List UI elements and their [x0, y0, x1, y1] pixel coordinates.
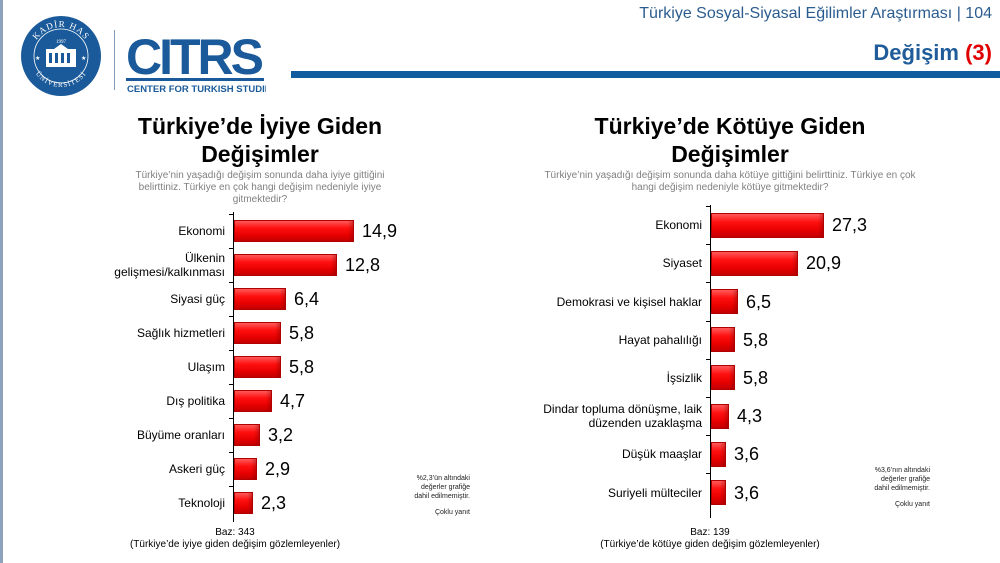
right-chart-bar	[711, 289, 738, 314]
left-chart-category-label: Askeri güç	[168, 462, 225, 476]
right-chart-value-label: 5,8	[743, 367, 769, 388]
left-chart-axis-tick	[229, 350, 233, 351]
left-chart-base: Baz: 343 (Türkiye’de iyiye giden değişim…	[129, 527, 341, 550]
slide-left-border	[0, 0, 3, 563]
svg-text:CITRS: CITRS	[126, 29, 263, 85]
right-chart-multi-response: Çoklu yanıt	[894, 501, 930, 508]
left-chart-value-label: 4,7	[280, 391, 306, 411]
right-chart-title-line2: Değişimler	[671, 141, 789, 167]
right-chart-value-label: 3,6	[734, 444, 760, 465]
right-chart-axis-tick	[706, 244, 710, 246]
right-chart-title: Türkiye’de Kötüye Giden Değişimler	[545, 112, 915, 168]
right-chart-value-label: 20,9	[806, 253, 842, 274]
left-chart-category-label: Ülkenin gelişmesi/kalkınması	[114, 251, 225, 279]
right-chart-bar	[711, 365, 735, 391]
right-chart-value-label: 27,3	[832, 215, 868, 236]
right-chart-value-label: 5,8	[743, 329, 769, 350]
right-chart-value-label: 3,6	[734, 482, 760, 503]
header-rule	[291, 71, 1000, 78]
citrs-logo: CITRS CENTER FOR TURKISH STUDIES	[126, 29, 266, 95]
right-chart-axis	[710, 205, 711, 518]
left-chart-axis-tick	[229, 452, 233, 453]
left-chart-axis	[233, 212, 234, 522]
left-chart-multi-response: Çoklu yanıt	[434, 509, 470, 516]
left-chart-title-line1: Türkiye’de İyiye Giden	[137, 113, 383, 139]
left-chart-bar	[234, 356, 281, 378]
section-title: Değişim (3)	[873, 40, 992, 66]
left-chart-bar	[234, 288, 286, 310]
right-chart-category-label: Dindar topluma dönüşme, laik düzenden uz…	[543, 402, 702, 431]
right-chart-category-label: Düşük maaşlar	[621, 447, 702, 462]
left-chart-value-label: 5,8	[289, 357, 315, 377]
left-chart-title-line2: Değişimler	[201, 141, 319, 167]
left-chart-axis-tick	[229, 384, 233, 385]
left-chart-bar	[234, 254, 337, 276]
report-title: Türkiye Sosyal-Siyasal Eğilimler Araştır…	[639, 5, 992, 22]
left-chart-axis-tick	[229, 282, 233, 283]
right-chart-category-label: Suriyeli mülteciler	[607, 485, 702, 500]
right-chart-axis-tick	[706, 358, 710, 360]
right-chart-axis-tick	[706, 473, 710, 475]
right-chart-axis-tick	[706, 320, 710, 322]
left-chart-exclusion-note: %2,3’ün altındaki değerler grafiğe dahil…	[340, 474, 470, 517]
kadir-has-university-seal-logo: KADİR HAS ÜNİVERSİTESİ 1997 ★ ★	[21, 16, 101, 96]
left-chart-axis-tick	[229, 418, 233, 419]
svg-text:★: ★	[81, 55, 86, 62]
right-chart-axis-tick	[706, 206, 710, 207]
right-chart-bar	[711, 480, 726, 505]
right-chart-category-label: Siyaset	[662, 256, 702, 271]
right-chart-bar	[711, 250, 798, 276]
right-chart-axis-tick	[706, 282, 710, 284]
left-chart-bar	[234, 322, 281, 344]
left-chart-value-label: 3,2	[268, 425, 294, 445]
left-chart-category-label: Ulaşım	[187, 360, 225, 374]
right-chart-bar	[711, 441, 726, 467]
right-chart-subtitle: Türkiye’nin yaşadığı değişim sonunda dah…	[544, 170, 916, 193]
right-chart-axis-tick	[706, 435, 710, 437]
right-chart-category-label: Hayat pahalılığı	[618, 332, 702, 347]
right-chart-value-label: 6,5	[746, 291, 772, 312]
left-chart-category-label: Ekonomi	[178, 224, 225, 238]
svg-text:★: ★	[35, 55, 40, 62]
left-chart-bar	[234, 220, 354, 242]
left-chart-category-label: Teknoloji	[178, 496, 225, 510]
left-chart-title: Türkiye’de İyiye Giden Değişimler	[100, 112, 420, 168]
logo-divider	[114, 30, 115, 90]
left-chart-category-label: Dış politika	[166, 394, 225, 408]
left-chart-value-label: 5,8	[289, 323, 315, 343]
right-chart-category-label: Demokrasi ve kişisel haklar	[556, 294, 702, 309]
left-chart-value-label: 2,9	[265, 459, 291, 479]
right-chart-base: Baz: 139 (Türkiye’de kötüye giden değişi…	[600, 527, 820, 550]
right-chart-bar	[711, 212, 824, 238]
right-chart-axis-tick	[706, 397, 710, 398]
left-chart-bar	[234, 424, 260, 446]
right-chart-bar	[711, 403, 729, 429]
left-chart-category-label: Büyüme oranları	[136, 428, 225, 442]
left-chart-value-label: 12,8	[345, 255, 381, 275]
svg-text:1997: 1997	[56, 40, 67, 45]
right-chart-bar	[711, 327, 735, 353]
left-chart-bar	[234, 390, 272, 412]
left-chart-axis-tick	[229, 248, 233, 249]
left-chart-category-label: Siyasi güç	[170, 292, 225, 306]
right-chart-value-label: 4,3	[737, 406, 763, 427]
right-chart-exclusion-note: %3,6’nın altındaki değerler grafiğe dahi…	[810, 466, 930, 509]
svg-text:CENTER FOR TURKISH STUDIES: CENTER FOR TURKISH STUDIES	[127, 84, 266, 95]
left-chart-subtitle: Türkiye’nin yaşadığı değişim sonunda dah…	[135, 170, 385, 205]
left-chart-value-label: 2,3	[261, 493, 287, 513]
left-chart-bar	[234, 458, 257, 480]
section-name: Değişim	[873, 40, 959, 65]
right-chart-title-line1: Türkiye’de Kötüye Giden	[594, 113, 866, 139]
left-chart-axis-tick	[229, 316, 233, 317]
left-chart-value-label: 14,9	[362, 221, 398, 241]
right-chart-category-label: Ekonomi	[655, 218, 702, 233]
left-chart-axis-tick	[229, 214, 233, 215]
left-chart-bar	[234, 492, 253, 514]
left-chart-category-label: Sağlık hizmetleri	[136, 326, 225, 340]
right-chart-category-label: İşsizlik	[666, 370, 702, 385]
left-chart-axis-tick	[229, 486, 233, 487]
left-chart-value-label: 6,4	[294, 289, 320, 309]
section-number: (3)	[965, 40, 992, 65]
